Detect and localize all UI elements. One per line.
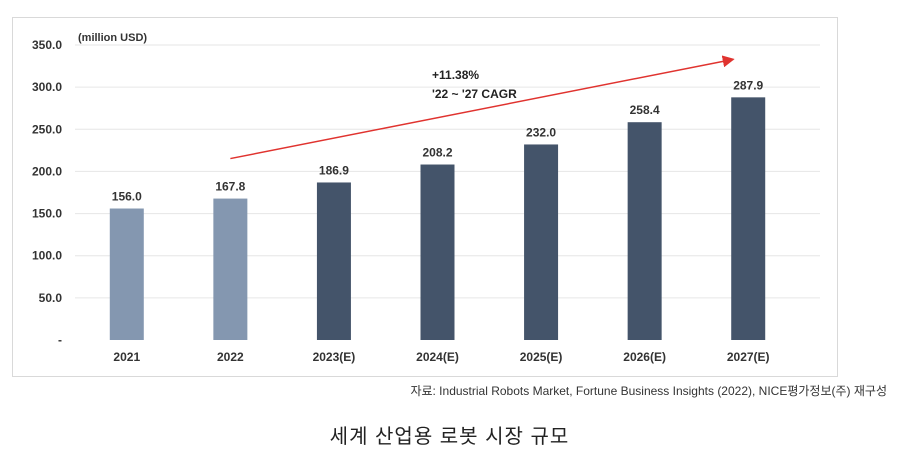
source-note: 자료: Industrial Robots Market, Fortune Bu…	[410, 384, 887, 398]
cagr-value: +11.38%	[432, 68, 479, 82]
y-tick-label: 250.0	[32, 122, 62, 136]
cagr-arrow	[230, 55, 735, 160]
x-tick-label: 2024(E)	[416, 350, 459, 364]
y-tick-label: 300.0	[32, 80, 62, 94]
data-label: 208.2	[422, 146, 452, 160]
bar	[109, 208, 144, 340]
y-tick-label: 350.0	[32, 38, 62, 52]
figure-caption: 세계 산업용 로봇 시장 규모	[329, 426, 570, 448]
y-tick-label: -	[58, 333, 62, 347]
x-tick-label: 2026(E)	[623, 350, 666, 364]
bar	[420, 164, 455, 340]
unit-label: (million USD)	[78, 32, 147, 44]
y-tick-label: 100.0	[32, 249, 62, 263]
data-label: 232.0	[526, 125, 556, 139]
bar	[213, 198, 248, 340]
x-tick-label: 2021	[113, 350, 140, 364]
bar-chart: - 50.0 100.0 150.0 200.0 250.0 300.0 350.0 (mill…	[32, 32, 820, 364]
x-tick-label: 2027(E)	[727, 350, 770, 364]
data-label: 287.9	[733, 78, 763, 92]
y-tick-label: 200.0	[32, 164, 62, 178]
y-tick-label: 150.0	[32, 207, 62, 221]
chart-frame	[12, 17, 838, 377]
x-tick-label: 2025(E)	[520, 350, 563, 364]
cagr-period: '22 ~ '27 CAGR	[432, 87, 517, 101]
data-label: 167.8	[215, 180, 245, 194]
bar	[524, 144, 559, 340]
bar	[627, 122, 662, 340]
x-tick-label: 2023(E)	[313, 350, 356, 364]
data-label: 258.4	[630, 103, 660, 117]
data-label: 156.0	[112, 190, 142, 204]
y-tick-label: 50.0	[39, 291, 63, 305]
data-label: 186.9	[319, 163, 349, 177]
x-tick-label: 2022	[217, 350, 244, 364]
bar	[731, 97, 766, 340]
bar	[316, 182, 351, 340]
